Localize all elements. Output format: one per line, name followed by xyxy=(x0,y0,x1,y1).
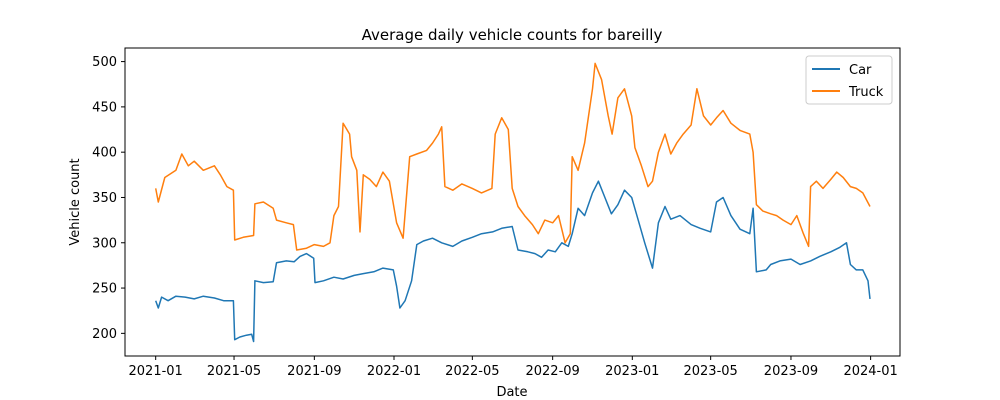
x-axis: 2021-01 2021-05 2021-09 2022-01 2022-05 2022-… xyxy=(129,356,898,379)
y-axis-label: Vehicle count xyxy=(68,158,83,245)
series-line-car xyxy=(154,180,871,343)
y-tick-label: 200 xyxy=(92,327,117,342)
chart-title: Average daily vehicle counts for bareill… xyxy=(362,26,663,44)
y-tick-label: 350 xyxy=(92,191,117,206)
x-tick-label: 2021-05 xyxy=(207,364,261,379)
x-tick-label: 2022-09 xyxy=(525,364,579,379)
y-tick-label: 250 xyxy=(92,282,117,297)
x-tick-label: 2023-01 xyxy=(605,364,659,379)
x-axis-label: Date xyxy=(496,385,527,400)
legend-label-car: Car xyxy=(849,63,872,78)
plot-lines xyxy=(154,62,871,343)
x-tick-label: 2022-01 xyxy=(367,364,421,379)
x-tick-label: 2021-01 xyxy=(129,364,183,379)
y-tick-label: 500 xyxy=(92,55,117,70)
x-tick-label: 2023-05 xyxy=(683,364,737,379)
y-tick-label: 400 xyxy=(92,146,117,161)
series-line-truck xyxy=(154,62,871,251)
legend-label-truck: Truck xyxy=(848,85,884,100)
x-tick-label: 2022-05 xyxy=(445,364,499,379)
x-tick-label: 2021-09 xyxy=(287,364,341,379)
legend: Car Truck xyxy=(805,55,893,105)
y-tick-label: 300 xyxy=(92,236,117,251)
y-axis: 200 250 300 350 400 450 500 xyxy=(92,55,125,342)
plot-frame xyxy=(124,47,901,357)
x-tick-label: 2023-09 xyxy=(764,364,818,379)
x-tick-label: 2024-01 xyxy=(843,364,897,379)
y-tick-label: 450 xyxy=(92,100,117,115)
